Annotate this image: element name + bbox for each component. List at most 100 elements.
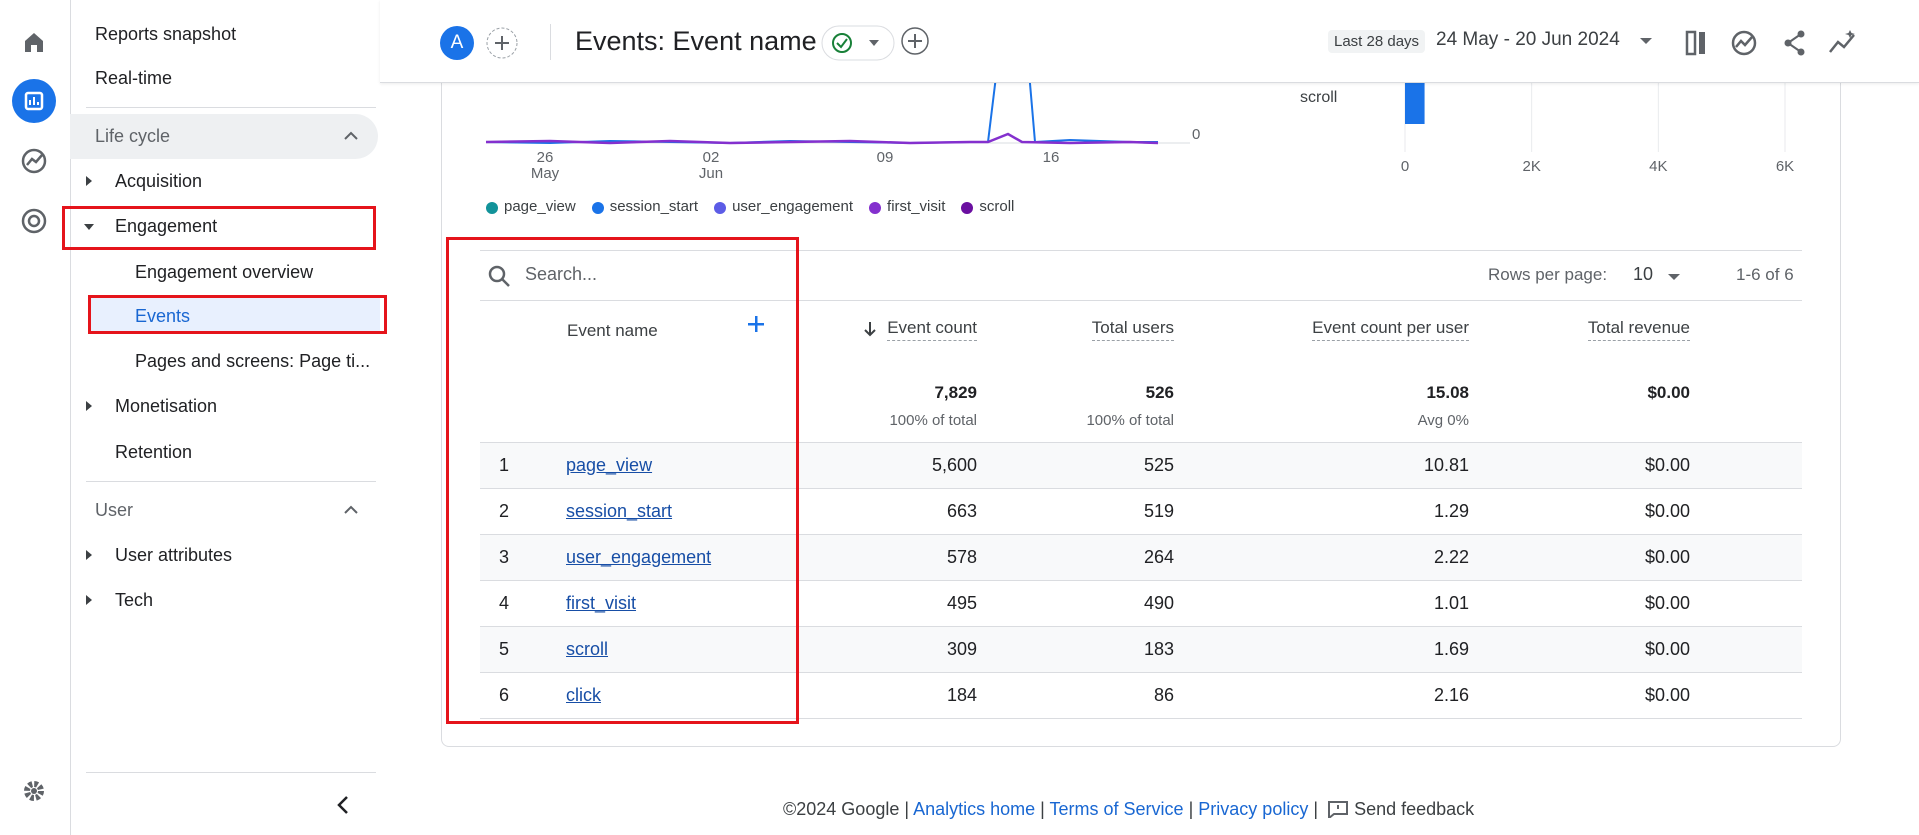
report-card bbox=[441, 0, 1841, 747]
settings-icon-center bbox=[31, 788, 37, 794]
event-link[interactable]: first_visit bbox=[566, 593, 637, 613]
nav-item[interactable]: Retention bbox=[115, 442, 193, 462]
legend-swatch bbox=[486, 202, 498, 214]
sort-arrow[interactable] bbox=[862, 320, 878, 338]
x-tick-label: 0 bbox=[1401, 158, 1409, 175]
legend-label: session_start bbox=[609, 198, 699, 215]
row-value: $0.00 bbox=[1644, 593, 1690, 613]
expand-arrow[interactable] bbox=[86, 550, 92, 560]
date-preset[interactable]: Last 28 days bbox=[1328, 30, 1426, 53]
search-input[interactable]: Search... bbox=[525, 264, 598, 284]
highlight-box bbox=[62, 206, 376, 250]
feedback-icon[interactable] bbox=[1327, 800, 1349, 821]
footer-link[interactable]: Analytics home bbox=[913, 799, 1036, 819]
legend-label: scroll bbox=[979, 198, 1015, 215]
expand-arrow[interactable] bbox=[86, 176, 92, 186]
divider bbox=[480, 442, 1802, 443]
nav-item[interactable]: Reports snapshot bbox=[95, 24, 237, 44]
table-row bbox=[480, 627, 1802, 673]
expand-arrow[interactable] bbox=[86, 595, 92, 605]
add-comparison[interactable] bbox=[485, 26, 519, 60]
total-sub: 100% of total bbox=[1086, 412, 1174, 429]
row-rank: 2 bbox=[498, 501, 509, 521]
event-link[interactable]: user_engagement bbox=[566, 547, 712, 567]
highlight-box bbox=[88, 295, 387, 334]
x-tick-label: 2K bbox=[1522, 158, 1540, 175]
section-title[interactable]: User bbox=[95, 500, 134, 520]
x-tick-sublabel: May bbox=[530, 165, 560, 182]
row-value: 490 bbox=[1143, 593, 1174, 613]
total-value: 15.08 bbox=[1426, 383, 1469, 402]
avatar[interactable]: A bbox=[440, 26, 474, 60]
footer-link[interactable]: Privacy policy bbox=[1198, 799, 1309, 819]
top-bar bbox=[380, 0, 1919, 83]
legend-swatch bbox=[961, 202, 974, 214]
share-icon-lines bbox=[1787, 33, 1802, 53]
home-icon[interactable] bbox=[25, 33, 43, 52]
rows-per-page-select[interactable]: 10 bbox=[1633, 264, 1654, 284]
row-value: $0.00 bbox=[1644, 547, 1690, 567]
icon-rail bbox=[0, 0, 71, 835]
nav-item[interactable]: Monetisation bbox=[115, 396, 218, 416]
section-title[interactable]: Life cycle bbox=[95, 126, 171, 146]
date-range[interactable]: 24 May - 20 Jun 2024 bbox=[1436, 29, 1620, 50]
feedback-link[interactable]: Send feedback bbox=[1354, 799, 1475, 819]
advertising-icon-inner bbox=[27, 214, 41, 228]
event-link[interactable]: click bbox=[566, 685, 601, 705]
nav-item[interactable]: Engagement overview bbox=[135, 262, 314, 282]
date-dropdown[interactable] bbox=[1640, 38, 1652, 44]
nav-item[interactable]: Pages and screens: Page ti... bbox=[135, 351, 371, 371]
insights-icon[interactable] bbox=[1731, 30, 1757, 56]
add-filter[interactable] bbox=[900, 26, 930, 56]
column-header: Event count per user bbox=[1312, 318, 1469, 341]
nav-item[interactable]: User attributes bbox=[115, 545, 233, 565]
table-row bbox=[480, 443, 1802, 489]
collapse-chevron[interactable] bbox=[341, 502, 361, 518]
selected-bg bbox=[88, 297, 380, 333]
expand-arrow[interactable] bbox=[84, 224, 94, 230]
table-row bbox=[480, 673, 1802, 719]
report-title: Events: Event name bbox=[575, 26, 817, 56]
dropdown-arrow[interactable] bbox=[1668, 274, 1680, 280]
advertising-icon[interactable] bbox=[21, 208, 47, 234]
row-value: 309 bbox=[946, 639, 977, 659]
expand-arrow[interactable] bbox=[86, 401, 92, 411]
row-value: 2.16 bbox=[1433, 685, 1469, 705]
divider bbox=[86, 481, 376, 482]
rail-icons bbox=[12, 33, 56, 801]
event-link[interactable]: session_start bbox=[566, 501, 673, 521]
row-rank: 4 bbox=[498, 593, 509, 613]
compare-icon[interactable] bbox=[1685, 30, 1697, 56]
highlight-box bbox=[446, 237, 799, 724]
separator: | bbox=[904, 799, 910, 819]
settings-icon[interactable] bbox=[24, 781, 44, 801]
event-link[interactable]: page_view bbox=[566, 455, 653, 475]
y-tick-label: 0 bbox=[1192, 126, 1201, 143]
column-header: Event count bbox=[887, 318, 977, 341]
nav-item[interactable]: Real-time bbox=[95, 68, 173, 88]
trend-icon[interactable] bbox=[1829, 34, 1855, 53]
add-dimension[interactable] bbox=[748, 316, 764, 332]
footer-link[interactable]: Terms of Service bbox=[1049, 799, 1184, 819]
divider bbox=[86, 107, 376, 108]
chart-line bbox=[485, 132, 1159, 145]
explore-icon[interactable] bbox=[21, 148, 47, 174]
row-value: 1.69 bbox=[1433, 639, 1469, 659]
legend-label: first_visit bbox=[887, 198, 946, 215]
nav-item-selected[interactable]: Events bbox=[135, 306, 191, 326]
separator: | bbox=[1313, 799, 1319, 819]
report-status[interactable] bbox=[821, 25, 895, 61]
nav-item[interactable]: Tech bbox=[115, 590, 154, 610]
collapse-sidebar[interactable] bbox=[333, 794, 355, 816]
toolbar-icons bbox=[1685, 30, 1855, 56]
nav-item[interactable]: Engagement bbox=[115, 216, 218, 236]
explore-icon-line bbox=[26, 154, 43, 166]
row-rank: 6 bbox=[498, 685, 509, 705]
nav-item[interactable]: Acquisition bbox=[115, 171, 203, 191]
row-value: 183 bbox=[1143, 639, 1174, 659]
event-link[interactable]: scroll bbox=[566, 639, 609, 659]
collapse-chevron[interactable] bbox=[341, 128, 361, 144]
row-value: 1.01 bbox=[1433, 593, 1469, 613]
